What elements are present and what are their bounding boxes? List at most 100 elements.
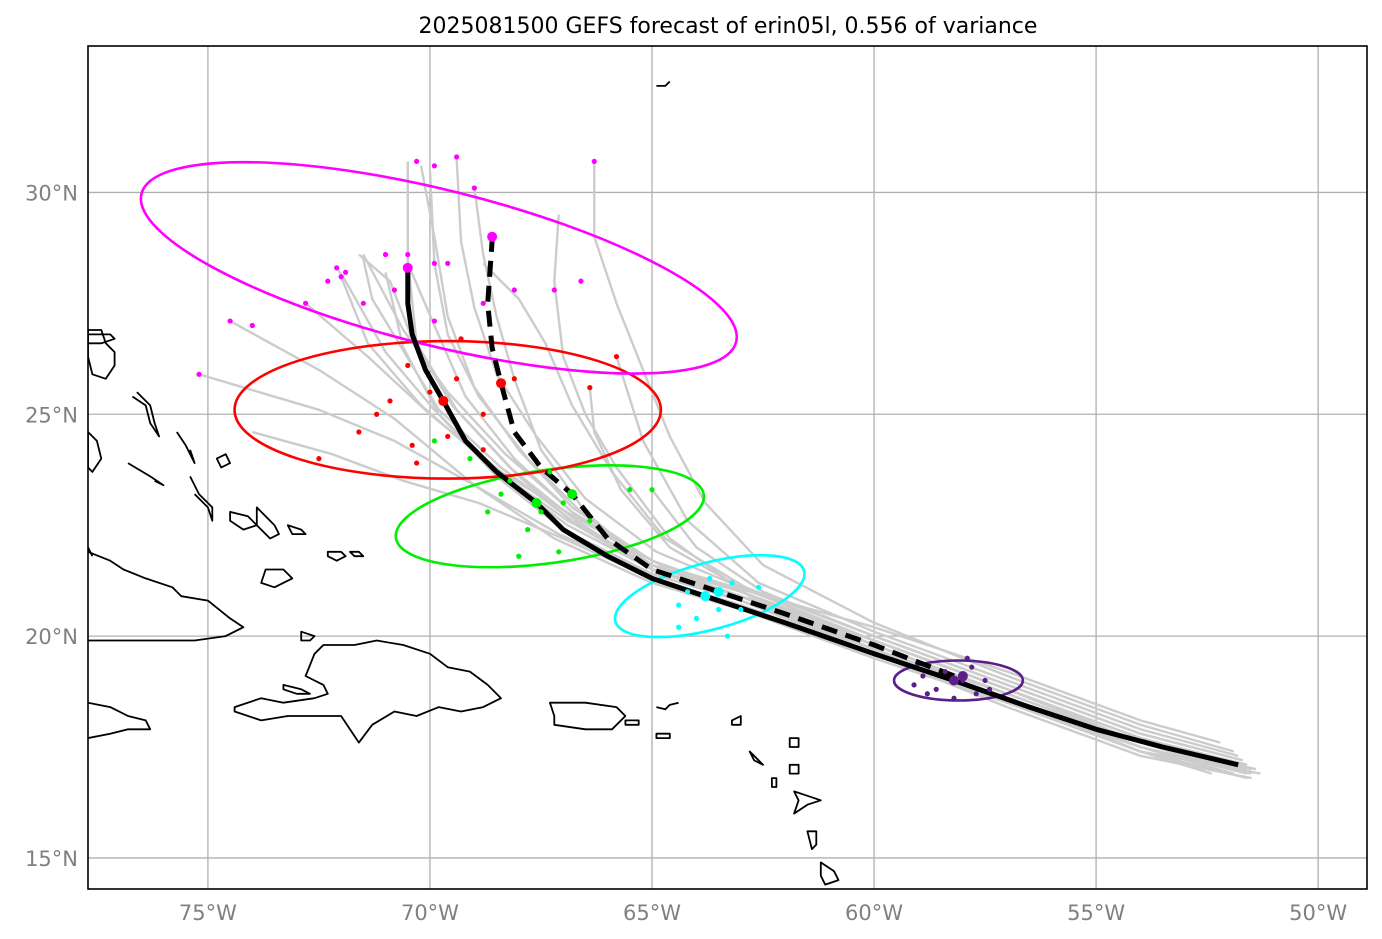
member-position-point [360, 300, 366, 306]
ensemble-member-track [615, 356, 1239, 758]
uncertainty-ellipse [139, 160, 739, 375]
member-position-point [676, 624, 682, 630]
coastline-guadeloupe [793, 790, 822, 815]
member-position-point [964, 655, 970, 661]
member-position-point [924, 691, 930, 697]
member-position-point [951, 695, 957, 701]
member-position-point [325, 278, 331, 284]
ensemble-member-track [593, 161, 1235, 753]
coastline-eleuthera [131, 391, 160, 438]
member-position-point [342, 269, 349, 275]
track-time-marker [438, 395, 449, 406]
member-position-point [498, 491, 504, 497]
member-position-point [729, 580, 735, 586]
member-position-point [676, 602, 682, 608]
track-time-marker [948, 675, 959, 686]
y-tick-label: 20°N [25, 625, 78, 649]
coastline-cat-island [176, 431, 196, 464]
coastline-gonave [282, 684, 311, 695]
ensemble-member-track [482, 262, 1244, 762]
coastline-grand-bahama [88, 333, 116, 345]
member-position-point [485, 509, 491, 515]
member-position-point [303, 300, 309, 306]
uncertainty-ellipse [892, 659, 1025, 702]
member-position-point [356, 429, 362, 435]
member-position-point [973, 691, 979, 697]
coastline-cuba [88, 550, 245, 642]
member-position-point [511, 287, 517, 293]
coastline-virgin-islands [656, 701, 679, 711]
member-position-point [986, 686, 993, 692]
member-position-point [556, 549, 562, 555]
member-position-point [338, 274, 344, 280]
member-position-point [382, 251, 389, 258]
coastline-dominica [806, 830, 818, 850]
member-position-point [480, 447, 486, 453]
member-position-point [334, 265, 340, 271]
coastline-long-island [189, 475, 214, 522]
track-time-marker [531, 497, 542, 508]
member-position-point [405, 251, 411, 258]
coastline-antigua [788, 763, 800, 775]
member-position-point [538, 509, 544, 515]
coastline-andros [88, 431, 103, 473]
member-position-point [587, 385, 593, 391]
member-position-point [431, 163, 437, 169]
member-position-point [738, 606, 744, 613]
track-time-marker [487, 231, 498, 242]
member-position-point [458, 336, 464, 342]
member-position-point [414, 158, 420, 164]
member-position-point [649, 487, 655, 493]
coastline-acklins [255, 506, 280, 540]
coastline-barbuda [788, 737, 800, 748]
uncertainty-ellipses [139, 160, 1025, 702]
member-position-point [942, 668, 948, 675]
coastline-inagua [260, 568, 294, 589]
member-position-point [445, 433, 451, 440]
member-position-point [431, 318, 437, 324]
member-position-point [196, 371, 202, 377]
track-time-marker [496, 378, 507, 389]
y-tick-labels: 15°N 20°N 25°N 30°N [25, 181, 78, 871]
member-position-point [431, 260, 437, 267]
coastline-turks [349, 550, 365, 558]
uncertainty-ellipse [613, 553, 806, 639]
coastline-exuma [127, 462, 165, 487]
y-tick-label: 30°N [25, 181, 78, 205]
member-position-point [982, 677, 988, 684]
member-position-point [387, 398, 393, 404]
member-position-point [724, 633, 731, 639]
coastline-tortuga [300, 630, 316, 642]
coastlines [88, 80, 840, 886]
member-position-points [196, 154, 993, 701]
coastline-vieques [624, 719, 640, 726]
coastline-mayaguana [286, 524, 307, 535]
member-position-point [405, 362, 411, 369]
member-position-point [391, 287, 398, 293]
member-position-point [480, 300, 486, 306]
coastline-puerto-rico [549, 701, 627, 731]
x-tick-label: 60°W [845, 901, 903, 925]
member-position-point [969, 664, 975, 670]
member-position-point [316, 456, 322, 462]
member-position-point [414, 460, 420, 466]
coastline-montserrat [771, 777, 778, 788]
chart-title: 2025081500 GEFS forecast of erin05l, 0.5… [419, 14, 1038, 39]
member-position-point [547, 469, 553, 475]
coastline-anguilla-st-martin [731, 715, 742, 726]
plot-frame [87, 45, 1368, 890]
member-position-point [551, 287, 557, 293]
member-position-point [933, 686, 939, 692]
member-position-point [471, 185, 477, 191]
member-position-point [920, 673, 926, 679]
member-position-point [431, 438, 437, 444]
member-position-point [591, 158, 597, 164]
track-time-marker [567, 489, 578, 500]
member-position-point [578, 278, 584, 284]
track-markers [402, 231, 968, 686]
member-position-point [693, 615, 700, 621]
member-position-point [525, 527, 531, 533]
member-position-point [560, 500, 566, 506]
member-position-point [707, 575, 713, 582]
